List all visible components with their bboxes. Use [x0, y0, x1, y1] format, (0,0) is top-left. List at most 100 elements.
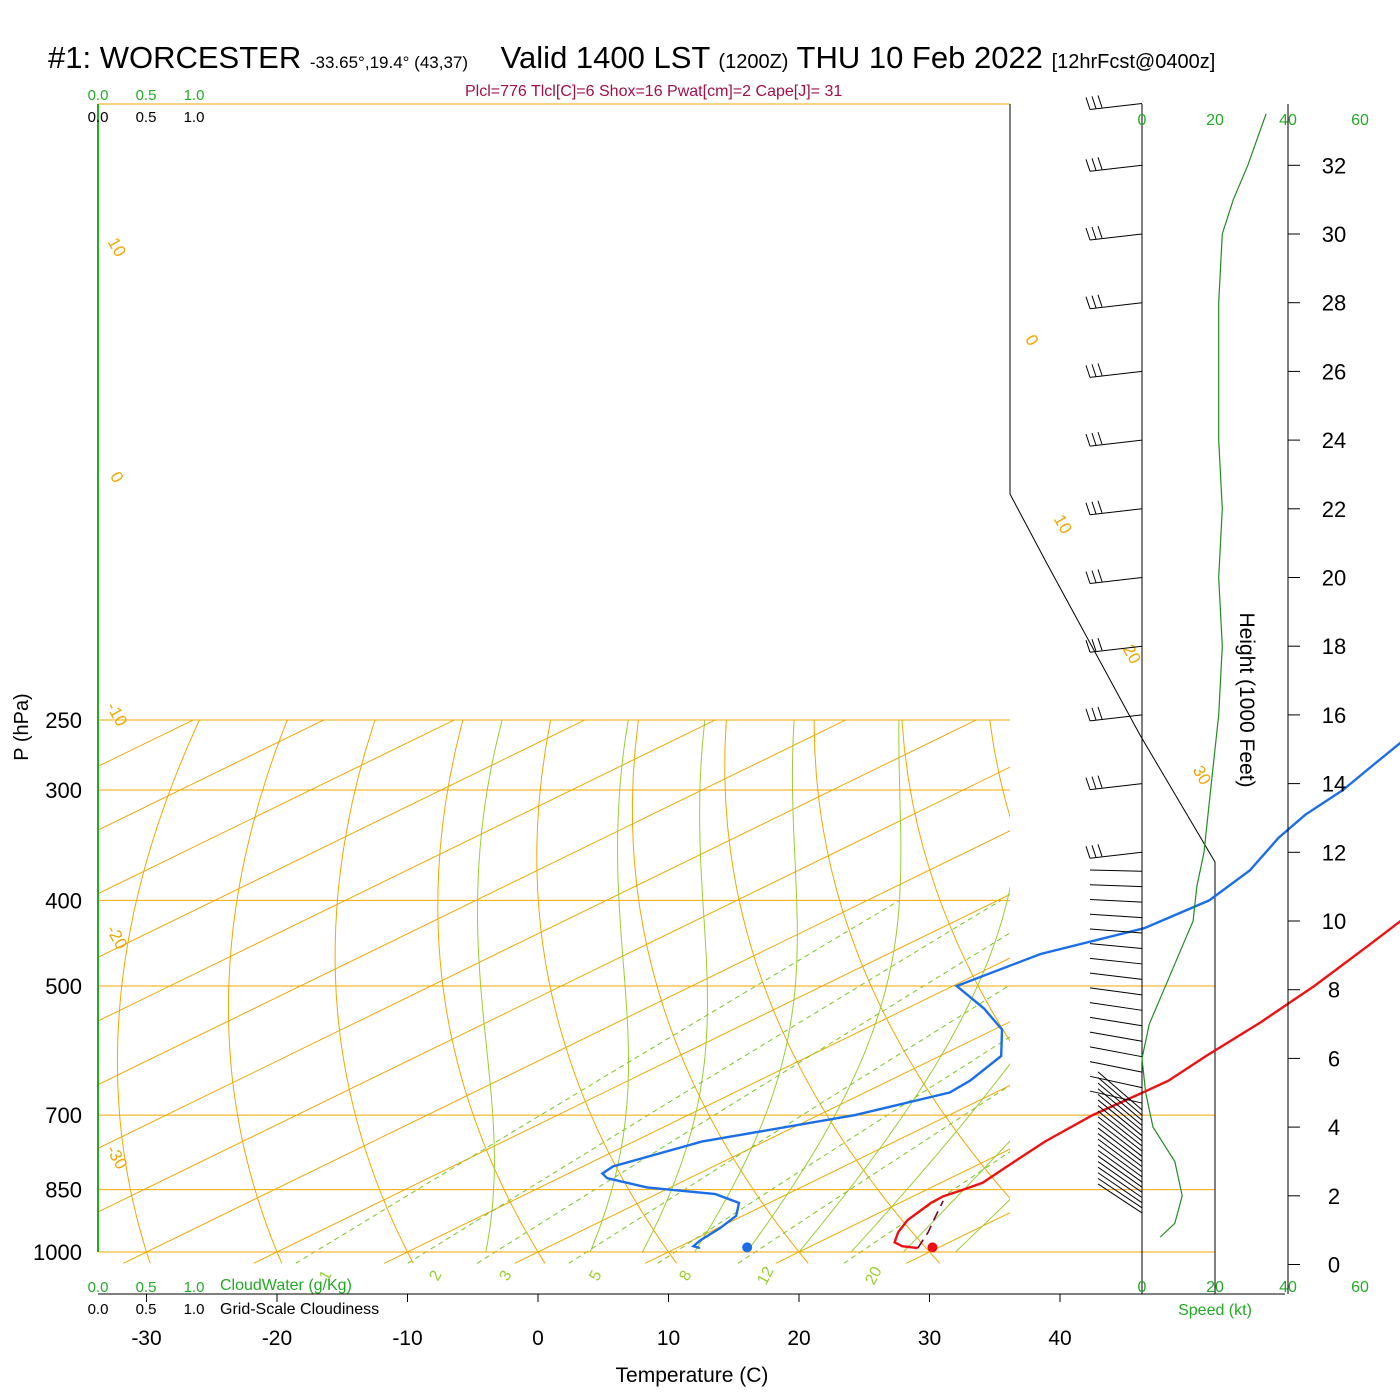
wind-barb-feather — [1097, 569, 1103, 582]
wind-barb — [1097, 1149, 1143, 1183]
cloudwater-tick-label: 0.5 — [136, 1279, 157, 1296]
wind-barb — [1097, 1138, 1143, 1173]
zulu-time: (1200Z) — [718, 51, 789, 73]
surface-temperature-point — [927, 1242, 938, 1253]
pressure-tick-label: 500 — [45, 974, 82, 999]
isotherm-label: 0 — [106, 468, 127, 486]
chart-title: #1: WORCESTER -33.65°,19.4° (43,37) Vali… — [48, 40, 1215, 76]
mixing-ratio-line — [657, 1036, 1010, 1264]
isotherm-line — [253, 893, 1010, 1264]
wind-barb-feather — [1097, 363, 1103, 376]
wind-barb — [1089, 913, 1143, 919]
mixing-ratio-line — [568, 984, 1010, 1264]
isotherm-label: 10 — [104, 234, 130, 260]
wind-barb-feather — [1091, 570, 1097, 583]
wind-barb-feather — [1097, 706, 1103, 720]
cloudiness-tick-label: 0.0 — [88, 1301, 109, 1318]
moist-adiabat-line — [589, 719, 629, 1253]
wind-barb-feather — [1085, 777, 1091, 790]
wind-barb-feather — [1085, 846, 1091, 859]
wind-barb — [1089, 972, 1143, 980]
wind-barb — [1089, 884, 1143, 888]
dry-adiabat-line — [901, 719, 1010, 1042]
mixing-ratio-line — [295, 899, 900, 1264]
height-tick-label: 8 — [1328, 978, 1340, 1003]
plot-right-edge — [1009, 104, 1216, 1294]
x-tick-label: 10 — [657, 1327, 680, 1350]
dry-adiabat-line — [989, 719, 1010, 819]
pressure-tick-label: 1000 — [33, 1240, 82, 1265]
isotherm-line — [98, 719, 846, 1086]
mixing-ratio-line — [843, 1151, 1010, 1264]
wind-barb-feather — [1091, 96, 1097, 109]
wind-barb-feather — [1097, 431, 1103, 445]
wind-barb — [1089, 1046, 1143, 1058]
dry-adiabat-line — [1165, 720, 1400, 1263]
wind-barb — [1097, 1144, 1143, 1178]
mixing-ratio-label: 2 — [426, 1268, 445, 1284]
wind-barb — [1097, 1127, 1143, 1162]
x-axis-label: Temperature (C) — [616, 1364, 769, 1387]
isotherm-label: 0 — [1021, 331, 1042, 349]
x-tick-label: 40 — [1048, 1327, 1071, 1350]
x-tick-label: 30 — [918, 1327, 941, 1350]
dry-adiabat-line — [724, 719, 941, 1264]
cloudwater-tick-label: 1.0 — [184, 87, 205, 104]
cloudiness-tick-label: 1.0 — [184, 109, 205, 126]
cloudwater-tick-label: 0.0 — [88, 1279, 109, 1296]
mixing-ratio-line — [407, 899, 1002, 1264]
wind-barb — [1097, 1183, 1143, 1214]
plot-lines — [98, 719, 1400, 1264]
height-tick-label: 22 — [1322, 497, 1346, 522]
wind-barb — [1089, 898, 1143, 903]
height-tick-label: 26 — [1322, 359, 1346, 384]
dry-adiabat-line — [813, 719, 1010, 1200]
speed-tick-label: 20 — [1206, 112, 1224, 129]
wind-barb-feather — [1097, 157, 1103, 170]
wind-barb — [1089, 1016, 1143, 1027]
wind-barb-feather — [1097, 500, 1103, 513]
pressure-tick-label: 400 — [45, 888, 82, 913]
wind-barb — [1089, 164, 1143, 172]
wind-barb — [1089, 1002, 1143, 1011]
speed-tick-label: 0 — [1138, 1279, 1147, 1296]
wind-barb-feather — [1091, 364, 1097, 377]
isotherm-line — [98, 719, 455, 895]
chart-axis-labels: -30 -20 -10 0 10 20 30 402503004005007008501000… — [33, 87, 1215, 1350]
wind-barb — [1097, 1082, 1143, 1121]
wind-barb-feather — [1085, 433, 1091, 447]
wind-barb — [1089, 851, 1143, 859]
wind-barb — [1089, 102, 1143, 110]
isotherm-label: 20 — [1119, 641, 1145, 667]
wind-barb — [1089, 508, 1143, 516]
speed-tick-label: 60 — [1351, 112, 1369, 129]
height-tick-label: 12 — [1322, 840, 1346, 865]
height-tick-label: 32 — [1322, 153, 1346, 178]
wind-barb — [1089, 957, 1143, 965]
dry-adiabat-line — [334, 719, 414, 1264]
wind-barb — [1089, 233, 1143, 241]
forecast-date: THU 10 Feb 2022 — [796, 40, 1043, 75]
height-tick-label: 0 — [1328, 1253, 1340, 1278]
wind-barb — [1089, 1075, 1143, 1089]
sounding-parameters: Plcl=776 Tlcl[C]=6 Shox=16 Pwat[cm]=2 Ca… — [465, 83, 843, 100]
cloudiness-tick-label: 1.0 — [184, 1301, 205, 1318]
y-axis-label: P (hPa) — [11, 693, 33, 760]
dry-adiabat-line — [1078, 720, 1400, 1263]
height-tick-label: 24 — [1322, 428, 1346, 453]
wind-barb — [1089, 1061, 1143, 1073]
speed-axis-label: Speed (kt) — [1178, 1302, 1252, 1319]
moist-adiabat-line — [694, 719, 798, 1253]
chart-background-lines — [97, 103, 1400, 1295]
wind-barb — [1089, 987, 1143, 996]
wind-barb — [1097, 1177, 1143, 1209]
wind-barb-feather — [1085, 97, 1091, 110]
height-tick-label: 14 — [1322, 772, 1346, 797]
isotherm-line — [98, 719, 716, 1022]
dry-adiabat-line — [1341, 720, 1400, 1263]
valid-time: Valid 1400 LST — [500, 40, 710, 75]
height-tick-label: 6 — [1328, 1046, 1340, 1071]
wind-barb — [1089, 577, 1143, 584]
dewpoint-line — [600, 741, 1400, 1250]
isotherm-line — [98, 719, 324, 831]
